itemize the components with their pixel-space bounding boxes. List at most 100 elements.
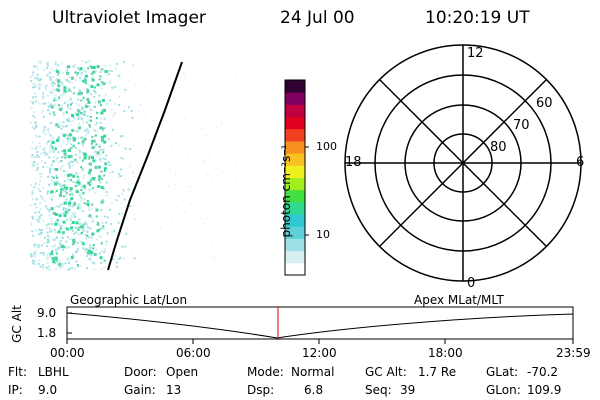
image-pixel bbox=[111, 231, 114, 233]
image-pixel bbox=[76, 226, 79, 229]
image-pixel bbox=[80, 233, 83, 236]
image-pixel bbox=[55, 77, 58, 80]
info-gcalt-value: 1.7 Re bbox=[418, 365, 457, 379]
image-pixel bbox=[52, 89, 55, 92]
image-pixel bbox=[177, 190, 179, 192]
image-pixel bbox=[96, 65, 100, 69]
image-pixel bbox=[35, 135, 38, 138]
image-pixel bbox=[220, 121, 222, 123]
image-pixel bbox=[118, 257, 121, 260]
image-pixel bbox=[126, 226, 128, 228]
image-pixel bbox=[64, 125, 67, 128]
image-pixel bbox=[43, 242, 46, 244]
image-pixel bbox=[110, 144, 113, 147]
image-pixel bbox=[60, 156, 63, 159]
image-pixel bbox=[88, 214, 92, 218]
image-pixel bbox=[129, 205, 132, 208]
image-pixel bbox=[82, 198, 85, 201]
image-pixel bbox=[30, 204, 33, 207]
image-pixel bbox=[90, 93, 93, 96]
image-pixel bbox=[44, 88, 47, 91]
image-pixel bbox=[139, 193, 141, 195]
image-pixel bbox=[91, 156, 94, 159]
image-pixel bbox=[106, 216, 109, 219]
image-pixel bbox=[47, 109, 50, 112]
image-pixel bbox=[87, 131, 90, 134]
image-pixel bbox=[206, 174, 208, 175]
image-pixel bbox=[184, 269, 186, 270]
image-pixel bbox=[184, 75, 186, 77]
image-pixel bbox=[88, 124, 91, 126]
image-pixel bbox=[49, 103, 52, 106]
image-pixel bbox=[117, 144, 120, 147]
image-pixel bbox=[94, 123, 97, 126]
image-pixel bbox=[173, 97, 175, 99]
image-pixel bbox=[172, 118, 174, 120]
image-pixel bbox=[87, 236, 90, 239]
image-pixel bbox=[67, 65, 71, 69]
image-pixel bbox=[63, 246, 66, 249]
image-pixel bbox=[82, 192, 85, 195]
image-pixel bbox=[92, 187, 94, 190]
image-pixel bbox=[55, 94, 57, 97]
image-pixel bbox=[84, 103, 87, 106]
image-pixel bbox=[53, 99, 56, 102]
image-pixel bbox=[121, 192, 124, 195]
image-pixel bbox=[102, 148, 105, 151]
image-pixel bbox=[72, 174, 76, 178]
image-pixel bbox=[102, 68, 105, 71]
colorbar-band bbox=[285, 153, 305, 166]
image-pixel bbox=[74, 79, 77, 82]
image-pixel bbox=[80, 231, 83, 234]
image-pixel bbox=[129, 180, 131, 182]
image-pixel bbox=[89, 65, 92, 68]
image-pixel bbox=[94, 191, 96, 194]
image-pixel bbox=[74, 129, 77, 132]
image-pixel bbox=[62, 207, 65, 210]
image-pixel bbox=[63, 170, 65, 173]
image-pixel bbox=[59, 185, 62, 188]
image-pixel bbox=[77, 118, 80, 120]
image-pixel bbox=[32, 82, 35, 85]
image-pixel bbox=[74, 137, 77, 140]
image-pixel bbox=[61, 150, 64, 152]
image-pixel bbox=[158, 151, 160, 153]
image-pixel bbox=[77, 205, 80, 208]
image-pixel bbox=[65, 198, 68, 201]
image-pixel bbox=[57, 151, 60, 154]
image-pixel bbox=[66, 236, 69, 238]
image-pixel bbox=[51, 257, 55, 261]
image-pixel bbox=[50, 191, 52, 194]
image-pixel bbox=[36, 151, 39, 154]
image-pixel bbox=[103, 174, 106, 177]
image-pixel bbox=[76, 248, 79, 251]
image-pixel bbox=[133, 157, 135, 158]
image-pixel bbox=[75, 102, 78, 105]
image-pixel bbox=[30, 76, 33, 78]
image-pixel bbox=[89, 108, 92, 111]
image-pixel bbox=[70, 237, 73, 240]
image-pixel bbox=[91, 220, 94, 223]
image-pixel bbox=[50, 105, 54, 109]
image-pixel bbox=[42, 92, 44, 95]
image-pixel bbox=[192, 249, 194, 251]
image-pixel bbox=[58, 205, 61, 208]
image-pixel bbox=[85, 131, 88, 134]
image-pixel bbox=[48, 210, 51, 213]
image-pixel bbox=[76, 179, 78, 182]
image-pixel bbox=[160, 161, 162, 162]
image-pixel bbox=[64, 194, 67, 197]
image-pixel bbox=[51, 245, 54, 248]
image-pixel bbox=[100, 159, 102, 162]
image-pixel bbox=[56, 219, 59, 221]
image-pixel bbox=[74, 111, 77, 114]
image-pixel bbox=[98, 252, 101, 255]
image-pixel bbox=[98, 145, 101, 148]
image-pixel bbox=[82, 79, 84, 82]
timeline-right-caption: Apex MLat/MLT bbox=[414, 293, 504, 307]
image-pixel bbox=[78, 191, 80, 194]
image-pixel bbox=[61, 237, 64, 239]
colorbar-band bbox=[285, 189, 305, 203]
info-ip-value: 9.0 bbox=[38, 383, 58, 397]
image-pixel bbox=[90, 254, 93, 257]
